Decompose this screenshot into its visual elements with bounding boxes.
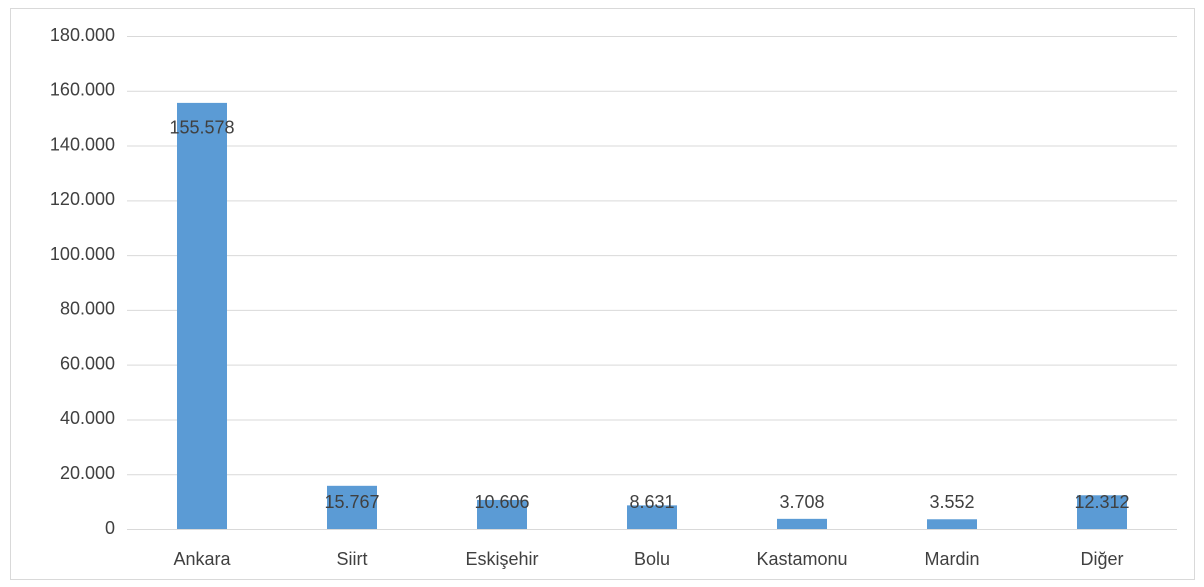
y-tick-label: 100.000 — [50, 244, 115, 264]
x-tick-label: Kastamonu — [756, 549, 847, 569]
y-tick-label: 80.000 — [60, 299, 115, 319]
data-label: 12.312 — [1074, 492, 1129, 512]
x-tick-label: Siirt — [337, 549, 368, 569]
data-label: 15.767 — [324, 492, 379, 512]
y-tick-label: 40.000 — [60, 408, 115, 428]
x-tick-label: Diğer — [1080, 549, 1123, 569]
y-tick-label: 140.000 — [50, 134, 115, 154]
bar — [1077, 495, 1127, 529]
y-tick-label: 20.000 — [60, 463, 115, 483]
bar — [777, 518, 827, 529]
data-label: 3.708 — [779, 492, 824, 512]
x-tick-label: Eskişehir — [465, 549, 538, 569]
data-label: 155.578 — [169, 118, 234, 138]
x-tick-label: Mardin — [924, 549, 979, 569]
y-tick-label: 60.000 — [60, 353, 115, 373]
bar — [927, 519, 977, 529]
x-tick-label: Ankara — [173, 549, 231, 569]
y-tick-label: 0 — [105, 518, 115, 538]
bar — [477, 499, 527, 529]
y-tick-label: 120.000 — [50, 189, 115, 209]
y-tick-label: 160.000 — [50, 80, 115, 100]
x-tick-label: Bolu — [634, 549, 670, 569]
data-label: 10.606 — [474, 492, 529, 512]
y-tick-label: 180.000 — [50, 25, 115, 45]
bar — [627, 505, 677, 529]
bar — [177, 102, 227, 529]
data-label: 8.631 — [629, 492, 674, 512]
data-label: 3.552 — [929, 492, 974, 512]
bar — [327, 485, 377, 529]
